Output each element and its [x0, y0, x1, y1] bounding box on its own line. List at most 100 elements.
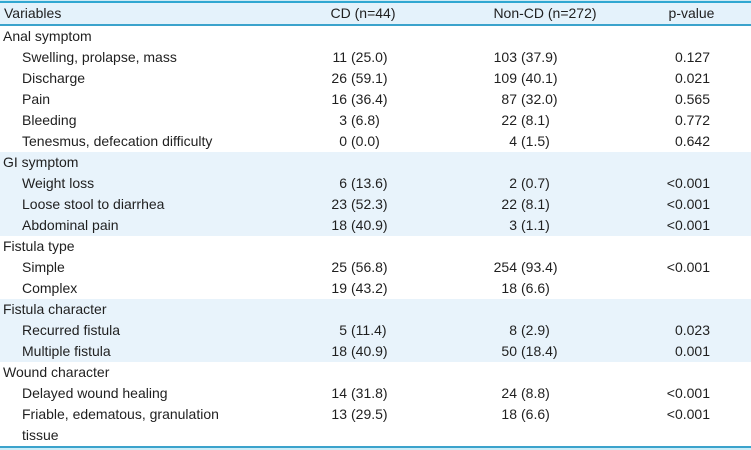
count: 5	[339, 322, 347, 338]
percent: (40.9)	[351, 343, 388, 359]
percent: (59.1)	[351, 70, 388, 86]
percent: (29.5)	[351, 406, 388, 422]
noncd-value: 18 (6.6)	[440, 278, 650, 299]
p-value: <0.001	[666, 196, 710, 212]
cd-value: 16 (36.4)	[300, 89, 440, 110]
percent: (0.7)	[521, 175, 550, 191]
cd-value: 23 (52.3)	[300, 194, 440, 215]
percent: (18.4)	[521, 343, 558, 359]
percent: (93.4)	[521, 259, 558, 275]
table-row: Friable, edematous, granulation tissue 13…	[0, 404, 751, 446]
cd-value: 0 (0.0)	[300, 131, 440, 152]
percent: (36.4)	[351, 91, 388, 107]
count: 2	[509, 175, 517, 191]
count: 14	[331, 385, 347, 401]
noncd-value: 4 (1.5)	[440, 131, 650, 152]
p-value: <0.001	[666, 406, 710, 422]
noncd-value: 3 (1.1)	[440, 215, 650, 236]
percent: (56.8)	[351, 259, 388, 275]
p-value: <0.001	[666, 175, 710, 191]
count: 26	[331, 70, 347, 86]
section-label: Wound character	[3, 364, 110, 380]
section-label: Fistula type	[3, 238, 75, 254]
count: 254	[493, 259, 517, 275]
cd-value: 11 (25.0)	[300, 47, 440, 68]
count: 22	[501, 196, 517, 212]
p-value: 0.127	[674, 49, 710, 65]
count: 19	[331, 280, 347, 296]
noncd-value: 8 (2.9)	[440, 320, 650, 341]
p-value: <0.001	[666, 217, 710, 233]
count: 50	[501, 343, 517, 359]
percent: (8.1)	[521, 112, 550, 128]
noncd-value: 87 (32.0)	[440, 89, 650, 110]
p-value: <0.001	[666, 259, 710, 275]
count: 18	[331, 217, 347, 233]
row-label: Pain	[22, 91, 51, 107]
row-label: Tenesmus, defecation difficulty	[22, 133, 213, 149]
percent: (11.4)	[351, 322, 387, 338]
count: 16	[331, 91, 347, 107]
table-row: Abdominal pain 18 (40.9) 3 (1.1) <0.001	[0, 215, 751, 236]
percent: (1.5)	[521, 133, 550, 149]
percent: (31.8)	[351, 385, 388, 401]
count: 25	[331, 259, 347, 275]
cd-value: 26 (59.1)	[300, 68, 440, 89]
count: 23	[331, 196, 347, 212]
cd-value: 14 (31.8)	[300, 383, 440, 404]
noncd-value: 109 (40.1)	[440, 68, 650, 89]
p-value: 0.642	[674, 133, 710, 149]
column-header-noncd: Non-CD (n=272)	[493, 5, 597, 21]
table-row: Multiple fistula 18 (40.9) 50 (18.4) 0.001	[0, 341, 751, 362]
percent: (6.6)	[521, 406, 550, 422]
row-label: Multiple fistula	[22, 343, 111, 359]
section-label: Fistula character	[3, 301, 107, 317]
percent: (37.9)	[521, 49, 558, 65]
table-row: Delayed wound healing 14 (31.8) 24 (8.8) <0.0…	[0, 383, 751, 404]
percent: (1.1)	[521, 217, 550, 233]
section-header-row: Fistula character	[0, 299, 751, 320]
row-label: Delayed wound healing	[22, 385, 168, 401]
noncd-value: 50 (18.4)	[440, 341, 650, 362]
count: 3	[339, 112, 347, 128]
percent: (6.6)	[521, 280, 550, 296]
row-label: Simple	[22, 259, 65, 275]
p-value: 0.023	[674, 322, 710, 338]
p-value: <0.001	[666, 385, 710, 401]
percent: (52.3)	[351, 196, 388, 212]
percent: (8.1)	[521, 196, 550, 212]
percent: (25.0)	[351, 49, 388, 65]
table-row: Recurred fistula 5 (11.4) 8 (2.9) 0.023	[0, 320, 751, 341]
count: 8	[509, 322, 517, 338]
table-bottom-edge-line	[0, 448, 751, 450]
percent: (43.2)	[351, 280, 388, 296]
count: 3	[509, 217, 517, 233]
count: 6	[339, 175, 347, 191]
row-label: Friable, edematous, granulation tissue	[22, 406, 219, 443]
p-value: 0.021	[674, 70, 710, 86]
count: 103	[493, 49, 517, 65]
row-label: Bleeding	[22, 112, 77, 128]
noncd-value: 103 (37.9)	[440, 47, 650, 68]
table-top-edge-line	[0, 0, 751, 1]
column-header-variables: Variables	[4, 5, 62, 21]
count: 0	[339, 133, 347, 149]
table-row: Pain 16 (36.4) 87 (32.0) 0.565	[0, 89, 751, 110]
row-label: Swelling, prolapse, mass	[22, 49, 177, 65]
cd-value: 5 (11.4)	[300, 320, 440, 341]
table-row: Complex 19 (43.2) 18 (6.6)	[0, 278, 751, 299]
noncd-value: 22 (8.1)	[440, 194, 650, 215]
table-row: Discharge 26 (59.1) 109 (40.1) 0.021	[0, 68, 751, 89]
section-header-row: Anal symptom	[0, 26, 751, 47]
section-header-row: Fistula type	[0, 236, 751, 257]
count: 18	[501, 280, 517, 296]
table-body: Anal symptom Swelling, prolapse, mass 11 (2…	[0, 26, 751, 446]
row-label: Discharge	[22, 70, 86, 86]
table-row: Loose stool to diarrhea 23 (52.3) 22 (8.1) <0…	[0, 194, 751, 215]
section-label: GI symptom	[3, 154, 79, 170]
p-value: 0.565	[674, 91, 710, 107]
percent: (2.9)	[521, 322, 550, 338]
row-label: Abdominal pain	[22, 217, 119, 233]
cd-value: 19 (43.2)	[300, 278, 440, 299]
